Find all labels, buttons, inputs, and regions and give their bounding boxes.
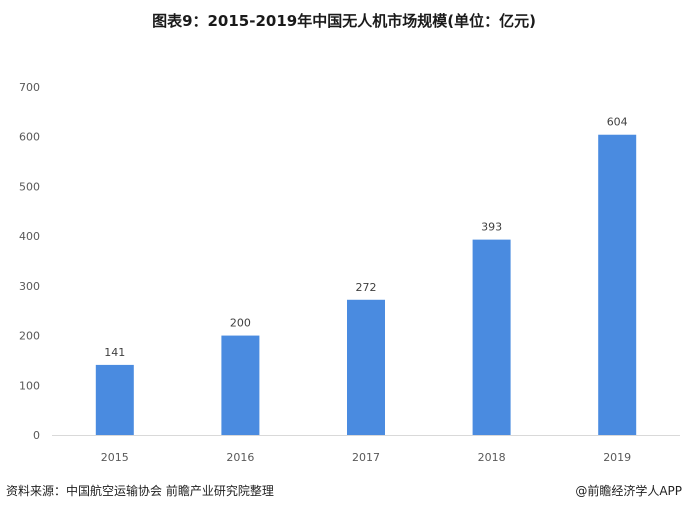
- bar-2016: [221, 335, 260, 435]
- data-label-2016: 200: [230, 317, 251, 330]
- bar-2015: [95, 364, 134, 435]
- y-axis-ticks: 0 100 200 300 400 500 600 700: [19, 81, 40, 442]
- y-tick-label: 500: [19, 180, 40, 193]
- y-tick-label: 0: [33, 429, 40, 442]
- x-tick-label-2018: 2018: [478, 451, 506, 464]
- footer: 资料来源：中国航空运输协会 前瞻产业研究院整理 @前瞻经济学人APP: [6, 482, 682, 499]
- brand-credit: @前瞻经济学人APP: [575, 484, 682, 498]
- bar-2019: [598, 134, 637, 435]
- data-label-2015: 141: [104, 346, 125, 359]
- bar-chart: 0 100 200 300 400 500 600 700 141 200 272 393 604 2…: [19, 81, 680, 464]
- source-note: 资料来源：中国航空运输协会 前瞻产业研究院整理: [6, 484, 274, 498]
- bar-2018: [472, 239, 511, 435]
- bar-2017: [347, 299, 385, 435]
- data-label-2019: 604: [607, 116, 628, 129]
- x-tick-label-2019: 2019: [603, 451, 631, 464]
- y-tick-label: 700: [19, 81, 40, 94]
- x-tick-label-2016: 2016: [226, 451, 254, 464]
- bars-group: [95, 134, 637, 435]
- y-tick-label: 600: [19, 131, 40, 144]
- y-tick-label: 200: [19, 330, 40, 343]
- data-labels-group: 141 200 272 393 604: [104, 116, 627, 359]
- x-tick-label-2015: 2015: [101, 451, 129, 464]
- x-tick-label-2017: 2017: [352, 451, 380, 464]
- y-tick-label: 100: [19, 379, 40, 392]
- y-tick-label: 400: [19, 230, 40, 243]
- y-tick-label: 300: [19, 280, 40, 293]
- chart-title: 图表9：2015-2019年中国无人机市场规模(单位：亿元): [152, 12, 536, 30]
- data-label-2018: 393: [481, 221, 502, 234]
- data-label-2017: 272: [356, 281, 377, 294]
- x-axis-ticks: 2015 2016 2017 2018 2019: [101, 451, 631, 464]
